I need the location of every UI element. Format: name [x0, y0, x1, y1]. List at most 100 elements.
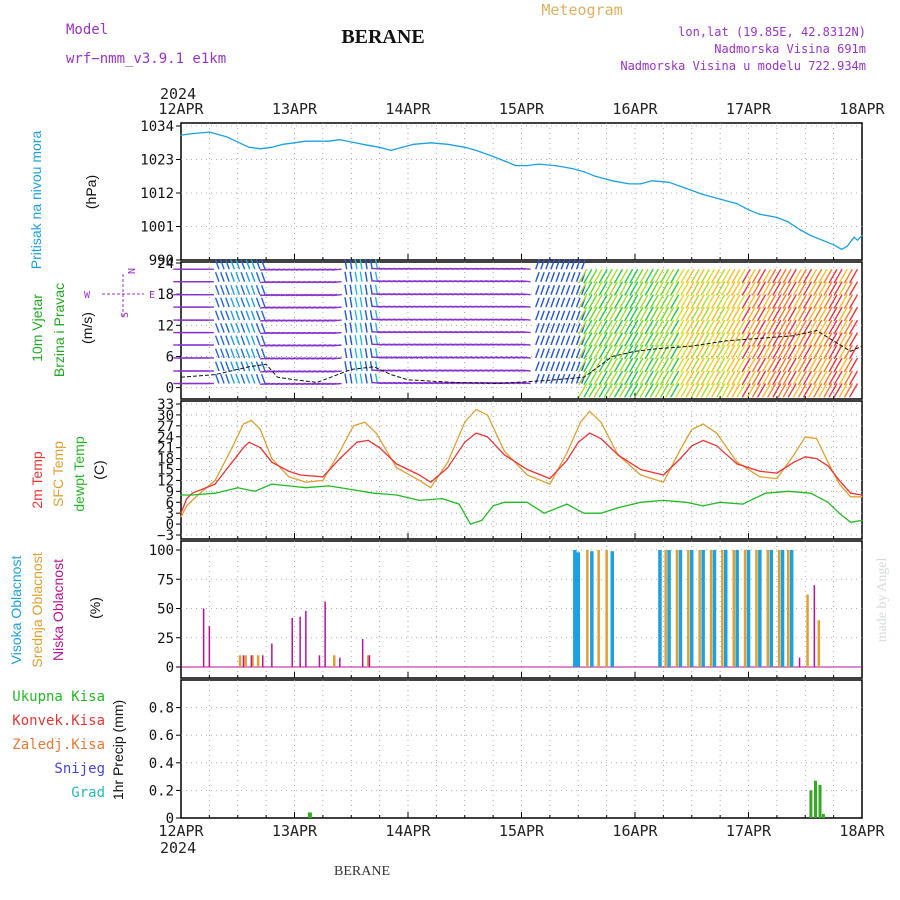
wind-arrow [598, 319, 608, 335]
x-tick-label-top: 18APR [839, 100, 885, 118]
temp-2m-line-point [600, 438, 602, 440]
wind-arrow [741, 370, 751, 386]
wind-arrow [618, 319, 629, 335]
high-cloud-bar [769, 550, 773, 667]
wind-arrow [716, 344, 726, 360]
wind-arrow [349, 373, 353, 384]
wind-arrow [603, 344, 613, 360]
wind-arrow [695, 319, 705, 335]
wind-arrow [767, 370, 777, 386]
sfc-temp-line-point [827, 461, 829, 463]
mid-cloud-bar [721, 550, 724, 667]
wind-arrow [680, 332, 690, 347]
y-tick-label: 0 [166, 811, 174, 827]
wind-arrow [545, 348, 550, 359]
wind-arrow [818, 383, 828, 398]
mid-cloud-bar [244, 655, 247, 667]
wind-arrow [235, 259, 241, 270]
wind-arrow [575, 361, 581, 372]
temp-2m-line-point [850, 492, 852, 494]
sfc-temp-line-point [579, 421, 582, 423]
wind-arrow [772, 319, 782, 335]
wind-arrow [344, 361, 348, 372]
dewpoint-line-point [583, 512, 585, 514]
y-tick-label: 9 [166, 484, 174, 500]
wind-arrow [629, 294, 639, 309]
high-cloud-bar [724, 550, 728, 667]
pressure-line [180, 131, 863, 250]
wind-arrow [250, 322, 256, 333]
wind-arrow [716, 319, 726, 335]
wind-arrow [260, 310, 266, 321]
dewpoint-line-point [418, 499, 420, 501]
temp-2m-line-point [691, 445, 693, 447]
wind-arrow [726, 357, 736, 373]
mid-cloud-bar [605, 550, 608, 667]
wind-arrow [540, 361, 545, 372]
wind-arrow [675, 332, 685, 347]
wind-arrow [598, 344, 608, 360]
y-tick-label: 33 [157, 397, 174, 413]
wind-arrow [756, 294, 767, 309]
temp-2m-line-point [589, 432, 591, 434]
wind-arrow [654, 281, 665, 296]
wind-arrow [680, 306, 690, 322]
wind-arrow [818, 281, 828, 296]
wind-arrow [761, 319, 772, 335]
low-cloud-bar [339, 657, 341, 667]
wind-arrow [731, 357, 741, 373]
wind-arrow [649, 344, 659, 360]
pressure-line-point [787, 221, 789, 223]
temp-2m-line-point [322, 476, 324, 478]
pressure-line-point [430, 142, 432, 144]
wind-arrow [603, 383, 613, 398]
pressure-line-point [305, 140, 307, 142]
wind-arrow [772, 281, 782, 296]
temp-2m-line-point [549, 478, 551, 480]
wind-arrow [680, 357, 690, 373]
wind-arrow [848, 281, 859, 296]
wind-arrow [695, 294, 705, 309]
low-cloud-bar [324, 601, 326, 667]
wind-arrow [710, 357, 721, 373]
wind-arrow [230, 310, 235, 321]
wind-arrow [230, 322, 235, 333]
wind-arrow [716, 370, 726, 386]
wind-arrow [659, 268, 670, 284]
wind-arrow [787, 357, 797, 373]
dewpoint-line-point [254, 490, 256, 492]
wind-arrow [838, 268, 848, 284]
wind-arrow [578, 281, 588, 296]
wind-arrow [792, 294, 802, 309]
wind-arrow [344, 271, 348, 282]
dewpoint-line-point [850, 521, 852, 523]
wind-arrow [639, 332, 649, 347]
wind-arrow [629, 319, 639, 335]
wind-arrow [813, 268, 823, 284]
pressure-line-point [248, 146, 250, 148]
wind-arrow [618, 281, 629, 296]
wind-arrow [772, 306, 782, 322]
wind-arrow [535, 259, 540, 270]
wind-arrow [726, 281, 736, 296]
wind-arrow [639, 268, 649, 284]
dewpoint-line-point [543, 512, 545, 514]
x-tick-label-bottom: 13APR [272, 822, 318, 840]
wind-arrow [634, 294, 644, 309]
wind-arrow [555, 348, 561, 359]
wind-arrow [741, 281, 751, 296]
pressure-line-point [841, 248, 843, 250]
dewpoint-line-point [640, 501, 642, 503]
wind-arrow [588, 370, 598, 386]
wind-arrow [813, 294, 823, 309]
wind-speed-line [180, 329, 863, 385]
wind-arrow [240, 272, 246, 282]
y-tick-label: 50 [157, 602, 174, 618]
wind-arrow [649, 357, 659, 373]
wind-arrow [260, 322, 266, 333]
temp-2m-line-point [396, 463, 398, 465]
wind-arrow [225, 272, 230, 282]
wind-arrow [685, 357, 695, 373]
wind-arrow [364, 284, 368, 295]
wind-arrow [230, 373, 235, 384]
